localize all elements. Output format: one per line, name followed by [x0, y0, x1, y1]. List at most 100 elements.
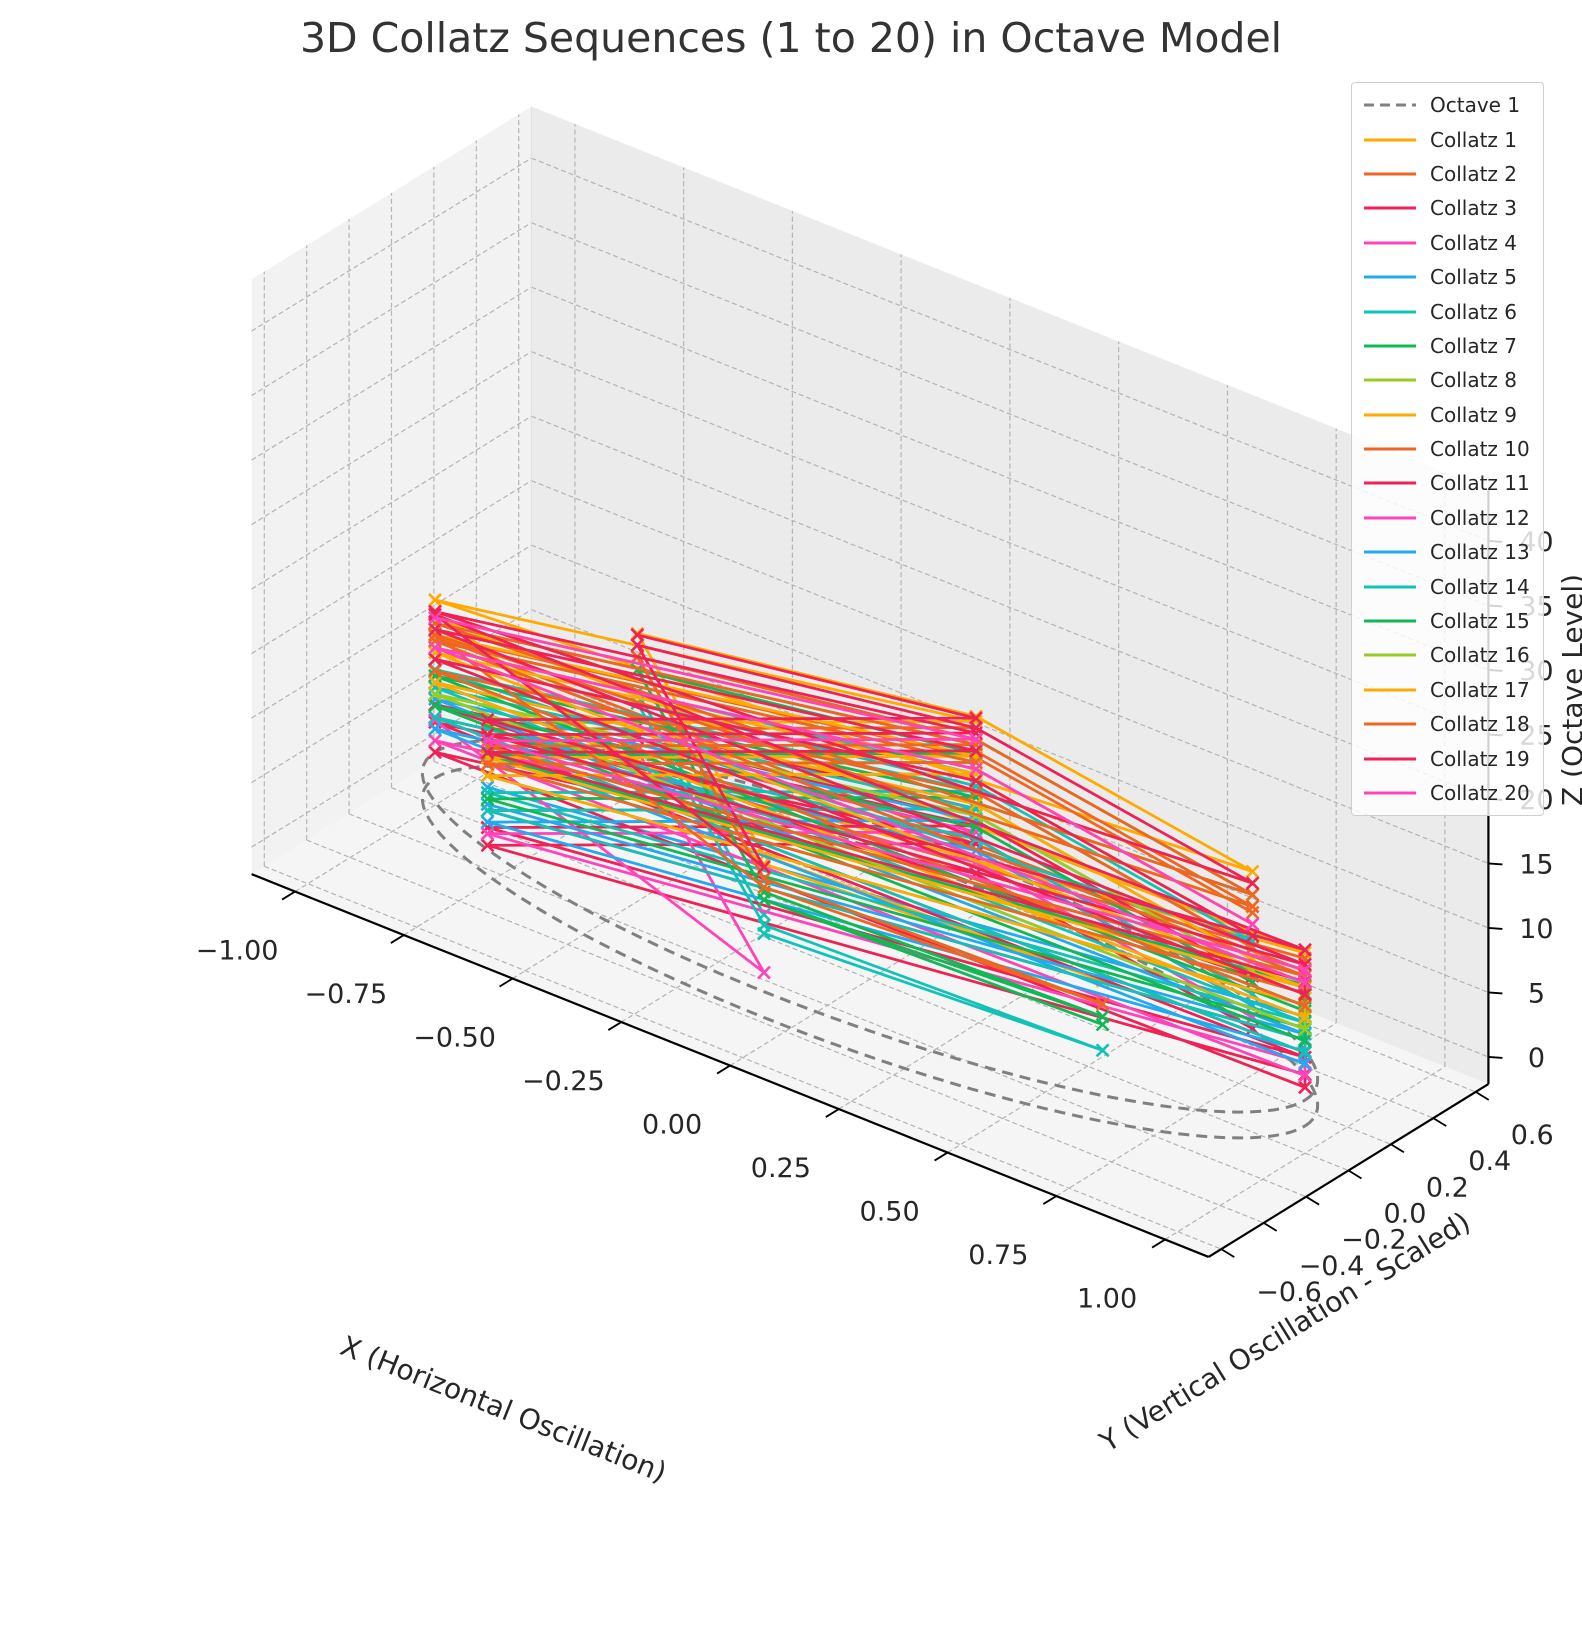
point-collatz-19-5 [757, 860, 771, 875]
point-collatz-9-8 [428, 593, 442, 607]
legend-label: Collatz 3 [1430, 196, 1517, 221]
point-collatz-15-14 [1298, 1033, 1312, 1048]
legend-swatch [1364, 310, 1416, 314]
legend-swatch [1364, 172, 1416, 176]
legend-swatch [1364, 722, 1416, 726]
legend-swatch [1364, 344, 1416, 348]
point-collatz-20-3 [1298, 962, 1312, 977]
y-tick-mark [1475, 1091, 1490, 1101]
legend-label: Collatz 20 [1430, 781, 1530, 805]
x-tick-mark [499, 977, 514, 988]
x-tick-label: 0.00 [642, 1110, 702, 1141]
grid-left-z-4 [251, 415, 532, 590]
grid-floor-y-0 [264, 865, 1222, 1250]
legend-label: Collatz 2 [1430, 161, 1517, 186]
legend-entry: Collatz 7 [1352, 329, 1543, 363]
point-collatz-15-12 [480, 791, 495, 806]
legend-label: Collatz 7 [1430, 333, 1517, 358]
point-collatz-11-11 [1298, 1080, 1312, 1095]
point-collatz-19-20 [1245, 928, 1260, 943]
legend-label: Collatz 16 [1430, 643, 1530, 668]
x-tick-mark [607, 1021, 622, 1031]
legend-swatch [1364, 653, 1416, 657]
x-tick-label: −0.25 [522, 1066, 605, 1097]
legend-swatch [1364, 585, 1416, 589]
grid-back-z-3 [531, 480, 1489, 864]
point-collatz-14-12 [480, 803, 495, 818]
y-tick-label: −0.6 [1256, 1277, 1322, 1308]
legend-entry: Collatz 17 [1352, 673, 1543, 707]
point-collatz-19-15 [480, 745, 495, 760]
point-collatz-18-5 [757, 871, 771, 886]
x-tick-mark [716, 1064, 731, 1075]
y-tick-mark [1263, 1222, 1278, 1232]
legend-entry: Collatz 10 [1352, 432, 1543, 466]
x-tick-mark [934, 1151, 949, 1162]
point-collatz-5-0 [480, 780, 495, 795]
point-collatz-13-7 [428, 722, 442, 736]
point-collatz-18-17 [1298, 999, 1312, 1013]
point-collatz-11-12 [428, 745, 442, 760]
legend-entry: Collatz 2 [1352, 157, 1543, 191]
legend-swatch [1364, 516, 1416, 520]
grid-left-z-6 [251, 286, 532, 461]
y-tick-label: 0.6 [1511, 1120, 1554, 1151]
y-tick-mark [1432, 1117, 1447, 1127]
point-collatz-19-2 [480, 712, 495, 727]
legend-label: Collatz 15 [1430, 609, 1530, 634]
y-tick-mark [1305, 1195, 1320, 1206]
grid-back-z-4 [531, 415, 1489, 800]
point-collatz-19-6 [630, 638, 645, 653]
x-tick-label: 0.75 [968, 1240, 1028, 1271]
y-tick-label: 0.2 [1426, 1172, 1469, 1203]
y-tick-mark [1220, 1248, 1235, 1258]
grid-back-z-5 [531, 351, 1489, 735]
point-collatz-20-1 [969, 732, 983, 747]
point-collatz-16-2 [428, 687, 442, 702]
legend-entry: Collatz 6 [1352, 294, 1543, 328]
legend-label: Collatz 17 [1430, 677, 1530, 702]
grid-left-z-5 [251, 351, 532, 526]
legend-label: Collatz 5 [1430, 265, 1517, 290]
legend-entry: Collatz 3 [1352, 191, 1543, 225]
legend-label: Octave 1 [1430, 93, 1521, 118]
point-collatz-17-10 [428, 675, 442, 690]
grid-back-z-7 [531, 222, 1489, 606]
z-axis-label: Z (Octave Level) [1556, 574, 1582, 806]
legend-label: Collatz 4 [1430, 230, 1517, 255]
point-collatz-19-13 [428, 622, 442, 637]
legend: Octave 1 Collatz 1 Collatz 2 Collatz 3 Colla… [1351, 82, 1544, 817]
point-collatz-17-7 [480, 768, 495, 783]
legend-label: Collatz 12 [1430, 505, 1530, 530]
legend-swatch [1364, 241, 1416, 245]
legend-entry: Collatz 20 [1352, 776, 1543, 810]
z-tick-mark [1488, 991, 1503, 995]
grid-floor-x-8 [1164, 1066, 1446, 1241]
x-tick-mark [1151, 1238, 1166, 1249]
legend-entry: Collatz 12 [1352, 501, 1543, 535]
point-collatz-12-1 [757, 965, 771, 980]
y-axis-label: Y (Vertical Oscillation - Scaled) [1093, 1205, 1476, 1459]
legend-swatch [1364, 550, 1416, 554]
x-tick-mark [281, 890, 296, 901]
point-collatz-13-6 [1298, 1057, 1312, 1071]
x-tick-mark [390, 934, 405, 944]
legend-entry: Collatz 5 [1352, 260, 1543, 294]
point-collatz-14-2 [757, 918, 771, 933]
point-collatz-17-9 [1298, 1010, 1312, 1025]
legend-label: Collatz 6 [1430, 299, 1517, 324]
y-tick-label: −0.2 [1341, 1225, 1407, 1256]
grid-left-z-3 [251, 480, 532, 655]
x-tick-label: 0.50 [860, 1197, 920, 1228]
y-tick-label: −0.4 [1299, 1251, 1365, 1282]
point-collatz-18-4 [1095, 996, 1110, 1011]
point-collatz-13-4 [480, 815, 495, 830]
point-collatz-18-15 [480, 757, 495, 771]
grid-left-z-7 [251, 222, 532, 397]
z-tick-label: 5 [1528, 978, 1545, 1009]
legend-entry: Collatz 18 [1352, 707, 1543, 741]
point-collatz-16-1 [1298, 1022, 1312, 1037]
legend-swatch [1364, 378, 1416, 382]
